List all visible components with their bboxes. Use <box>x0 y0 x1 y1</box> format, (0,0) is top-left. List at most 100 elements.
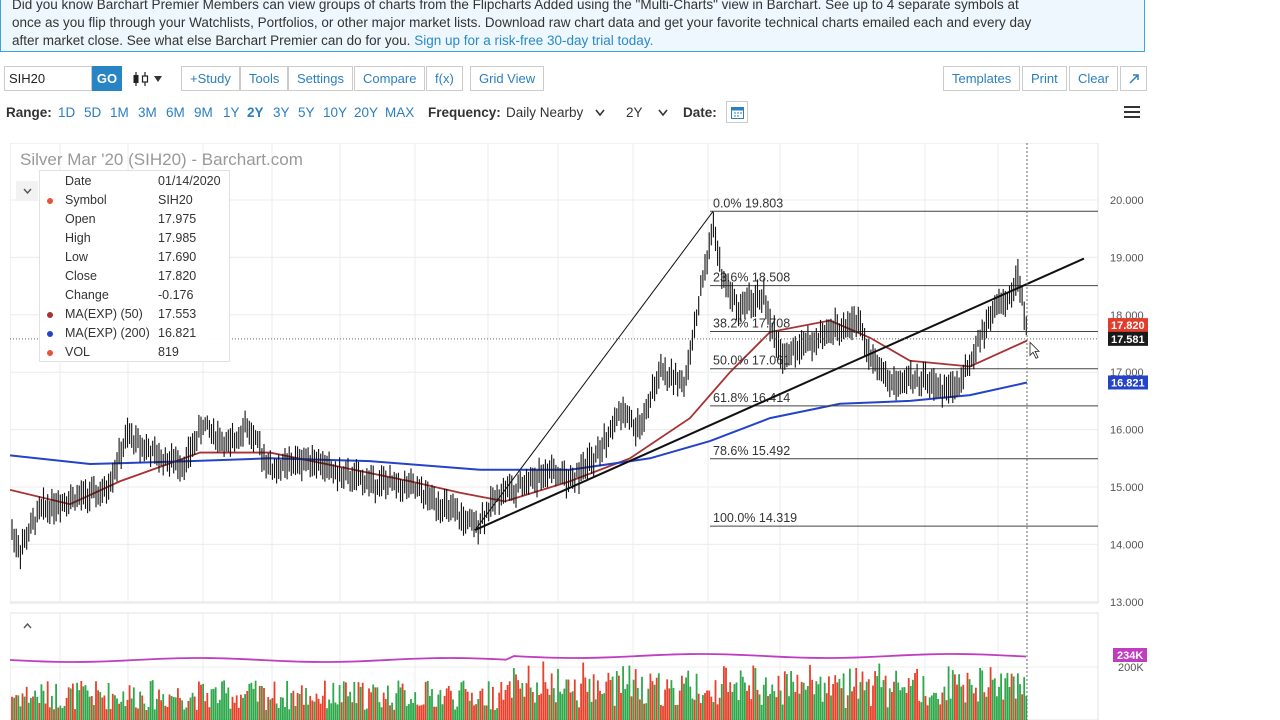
volume-bar <box>229 708 232 720</box>
range-3y[interactable]: 3Y <box>273 105 290 120</box>
volume-bar <box>634 669 637 720</box>
chart-type-selector[interactable] <box>126 66 166 91</box>
volume-bar <box>823 682 826 720</box>
volume-bar <box>384 699 387 720</box>
period-select[interactable]: 2Y <box>626 105 668 120</box>
volume-bar <box>101 697 104 720</box>
volume-bar <box>588 678 591 720</box>
frequency-value: Daily Nearby <box>506 105 584 120</box>
trial-signup-link[interactable]: Sign up for a risk-free 30-day trial tod… <box>414 33 654 48</box>
volume-bar <box>189 697 192 720</box>
range-20y[interactable]: 20Y <box>354 105 379 120</box>
volume-bar <box>626 684 629 720</box>
volume-bar <box>126 699 129 720</box>
data-window-key: VOL <box>65 345 91 359</box>
range-max[interactable]: MAX <box>385 105 415 120</box>
chevron-down-icon <box>153 75 162 82</box>
volume-bar <box>361 682 364 720</box>
volume-bar <box>670 680 673 720</box>
compare-button[interactable]: Compare <box>354 66 426 91</box>
volume-bar <box>620 692 622 720</box>
volume-bar <box>328 699 330 720</box>
volume-bar <box>288 709 291 720</box>
collapse-volume-button[interactable] <box>16 617 38 635</box>
volume-bar <box>76 682 78 720</box>
data-window-row: Open 17.975 <box>40 210 229 229</box>
volume-bar <box>731 691 734 720</box>
date-picker-button[interactable] <box>726 101 748 123</box>
data-window-key: Open <box>65 212 96 226</box>
templates-button[interactable]: Templates <box>943 66 1021 91</box>
price-badge <box>1108 318 1148 333</box>
volume-bar <box>636 687 639 720</box>
range-1d[interactable]: 1D <box>58 105 76 120</box>
volume-bar <box>195 709 198 720</box>
range-10y[interactable]: 10Y <box>323 105 348 120</box>
range-3m[interactable]: 3M <box>138 105 157 120</box>
range-2y[interactable]: 2Y <box>247 105 264 120</box>
range-5d[interactable]: 5D <box>84 105 102 120</box>
y-tick-label: 20.000 <box>1110 195 1144 207</box>
go-button[interactable]: GO <box>92 66 122 91</box>
volume-bar <box>387 685 389 720</box>
price-chart[interactable]: 0.0% 19.803 23.6% 18.508 38.2% 17.708 50.0%… <box>10 143 1150 720</box>
volume-bar <box>531 692 534 720</box>
volume-bar <box>317 698 320 720</box>
volume-bar <box>630 696 633 720</box>
collapse-legend-button[interactable] <box>16 181 38 201</box>
volume-bar <box>930 695 933 720</box>
data-window-value: 819 <box>158 345 179 359</box>
volume-bar <box>655 677 658 720</box>
volume-bar <box>315 693 318 720</box>
volume-bar <box>366 708 368 720</box>
volume-bar <box>334 702 337 720</box>
volume-bar <box>109 709 112 720</box>
volume-bar <box>353 681 356 720</box>
volume-bar <box>777 675 780 720</box>
volume-bar <box>422 704 425 720</box>
volume-bar <box>750 699 753 720</box>
volume-bar <box>527 665 530 720</box>
volume-bar <box>305 687 307 720</box>
symbol-input[interactable] <box>4 66 92 91</box>
volume-bar <box>727 691 729 720</box>
range-5y[interactable]: 5Y <box>298 105 315 120</box>
add-study-button[interactable]: +Study <box>181 66 240 91</box>
menu-button[interactable] <box>1124 105 1140 122</box>
volume-bar <box>960 686 963 720</box>
moving-averages <box>10 319 1028 506</box>
volume-bar <box>609 680 612 720</box>
chevron-down-icon <box>595 109 605 117</box>
print-button[interactable]: Print <box>1022 66 1067 91</box>
volume-bar <box>502 699 505 720</box>
range-9m[interactable]: 9M <box>194 105 213 120</box>
calendar-icon <box>730 106 744 119</box>
volume-bar <box>132 687 135 720</box>
range-1y[interactable]: 1Y <box>223 105 240 120</box>
volume-bar <box>519 688 522 720</box>
volume-bar <box>42 690 45 720</box>
volume-bar <box>540 693 543 720</box>
function-button[interactable]: f(x) <box>426 66 463 91</box>
volume-bars <box>10 653 1028 720</box>
range-1m[interactable]: 1M <box>110 105 129 120</box>
fullscreen-button[interactable] <box>1120 66 1147 91</box>
volume-bar <box>794 691 797 720</box>
volume-bar <box>349 691 351 720</box>
data-window-key: Date <box>65 174 92 188</box>
volume-bar <box>416 704 419 720</box>
range-6m[interactable]: 6M <box>166 105 185 120</box>
volume-bar <box>903 687 906 720</box>
grid-view-button[interactable]: Grid View <box>470 66 545 91</box>
price-badge-label: 16.821 <box>1111 377 1145 389</box>
settings-button[interactable]: Settings <box>288 66 353 91</box>
volume-bar <box>181 700 183 720</box>
volume-bar <box>863 690 866 720</box>
volume-bar <box>359 686 362 720</box>
volume-bar <box>586 691 589 720</box>
frequency-select[interactable]: Daily Nearby <box>506 105 605 120</box>
volume-bar <box>204 701 207 720</box>
tools-button[interactable]: Tools <box>240 66 289 91</box>
clear-button[interactable]: Clear <box>1069 66 1119 91</box>
volume-bar <box>779 690 782 720</box>
